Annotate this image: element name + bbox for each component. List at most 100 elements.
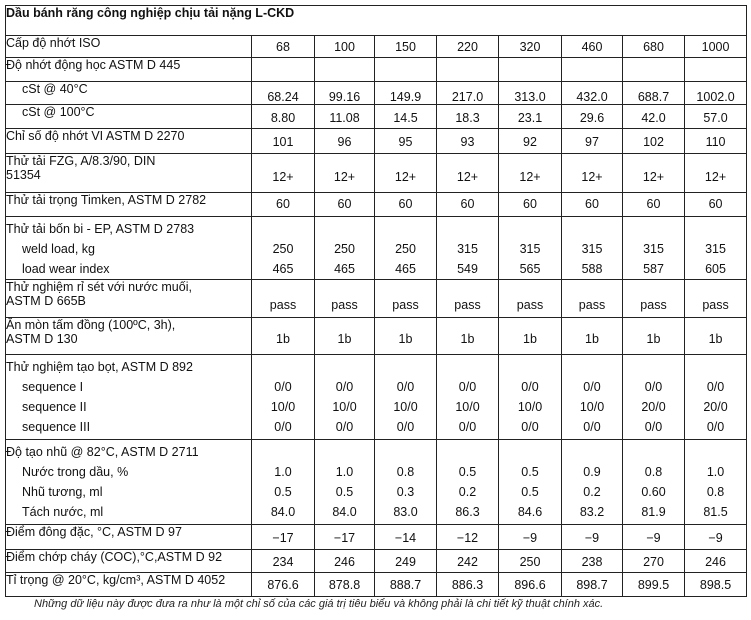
fourball-row-cell: 250	[395, 242, 416, 256]
fourball-row-label: Thử tải bốn bi - EP, ASTM D 2783 weld loa…	[5, 216, 252, 280]
emulsion-row-value: 0.9 0.2 83.2	[561, 439, 623, 525]
foam-row-spacer	[499, 357, 561, 377]
foam-row-cell: 0/0	[644, 380, 663, 394]
foam-row-value: 0/0 10/0 0/0	[498, 354, 562, 440]
foam-row-cell: 0/0	[458, 420, 477, 434]
fourball-row-cell: 315	[643, 242, 664, 256]
emulsion-row-value: 0.5 0.5 84.6	[498, 439, 562, 525]
copper-row-value: 1b	[436, 317, 499, 355]
emulsion-row-spacer	[685, 442, 746, 462]
emulsion-row-value: 0.8 0.3 83.0	[374, 439, 437, 525]
emulsion-row-cell: 0.60	[641, 485, 666, 499]
foam-row-value: 0/0 10/0 0/0	[374, 354, 437, 440]
foam-row-cell: 0/0	[396, 380, 415, 394]
rust-row-value: pass	[498, 279, 562, 318]
cst100-row-value: 29.6	[561, 104, 623, 129]
rust-row-value: pass	[374, 279, 437, 318]
cst40-row-label-line: cSt @ 40°C	[22, 82, 88, 96]
emulsion-row-cell: 86.3	[455, 505, 480, 519]
fourball-row-cell: 315	[581, 242, 603, 256]
fourball-row-sub-label: load wear index	[22, 262, 110, 276]
emulsion-row-cell: 1.0	[706, 465, 725, 479]
emulsion-row-cell: 0.2	[458, 485, 477, 499]
cst100-row-value: 8.80	[251, 104, 315, 129]
timken-row-value: 60	[498, 192, 562, 217]
fourball-row-cell: 465	[395, 262, 416, 276]
foam-row-heading: Thử nghiệm tạo bọt, ASTM D 892	[6, 360, 193, 374]
copper-row-label: Ăn mòn tấm đồng (100ºC, 3h), ASTM D 130	[5, 317, 252, 355]
emulsion-row-value: 1.0 0.5 84.0	[314, 439, 375, 525]
foam-row-spacer	[562, 357, 622, 377]
emulsion-row-sub-label: Nước trong dầu, %	[22, 465, 129, 479]
flash-row-label-line: Điểm chớp cháy (COC),°C,ASTM D 92	[6, 550, 223, 564]
pour-row-value: −9	[622, 524, 685, 550]
fzg-row-value: 12+	[498, 153, 562, 193]
foam-row-cell: 20/0	[703, 400, 728, 414]
cst40-row-value: 68.24	[251, 81, 315, 105]
pour-row-value: −17	[314, 524, 375, 550]
cst40-row-value: 149.9	[374, 81, 437, 105]
rust-row-value: pass	[561, 279, 623, 318]
fzg-row-value: 12+	[251, 153, 315, 193]
fourball-row-value: 250 465	[251, 216, 315, 280]
emulsion-row-sub-label: Tách nước, ml	[22, 505, 104, 519]
emulsion-row-spacer	[315, 442, 374, 462]
emulsion-row-spacer	[437, 442, 498, 462]
foam-row-spacer	[252, 357, 314, 377]
emulsion-row-label: Độ tạo nhũ @ 82°C, ASTM D 2711 Nước trong…	[5, 439, 252, 525]
flash-row-value: 238	[561, 549, 623, 573]
foam-row-value: 0/0 20/0 0/0	[683, 354, 748, 440]
cst100-row-value: 11.08	[314, 104, 375, 129]
rust-row-value: pass	[314, 279, 375, 318]
copper-row-value: 1b	[374, 317, 437, 355]
foam-row-spacer	[375, 357, 436, 377]
fourball-row-spacer	[437, 219, 498, 239]
foam-row-cell: 0/0	[706, 420, 725, 434]
fourball-row-spacer	[252, 219, 314, 239]
cst40-row-value: 432.0	[561, 81, 623, 105]
emulsion-row-cell: 0.5	[521, 465, 539, 479]
copper-row-label-line: Ăn mòn tấm đồng (100ºC, 3h),	[6, 318, 176, 332]
footnote: Những dữ liệu này được đưa ra như là một…	[34, 598, 604, 610]
rust-row-value: pass	[436, 279, 499, 318]
kv-empty	[436, 57, 499, 82]
cst40-row-label: cSt @ 40°C	[5, 81, 252, 105]
fzg-row-label: Thử tải FZG, A/8.3/90, DIN 51354	[5, 153, 252, 193]
fourball-row-spacer	[685, 219, 746, 239]
pour-row-value: −9	[683, 524, 748, 550]
grade-value: 320	[498, 35, 562, 58]
timken-row-value: 60	[683, 192, 748, 217]
emulsion-row-cell: 81.5	[703, 505, 728, 519]
foam-row-cell: 10/0	[517, 400, 543, 414]
kv-empty	[314, 57, 375, 82]
emulsion-row-spacer	[623, 442, 684, 462]
flash-row: Điểm chớp cháy (COC),°C,ASTM D 92 234 246 2…	[5, 549, 748, 573]
copper-row-value: 1b	[683, 317, 748, 355]
emulsion-row: Độ tạo nhũ @ 82°C, ASTM D 2711 Nước trong…	[5, 439, 748, 525]
kv-empty	[251, 57, 315, 82]
kv-empty	[683, 57, 748, 82]
title-cell: Dầu bánh răng công nghiệp chịu tải nặng …	[4, 5, 748, 36]
vi-row-value: 102	[622, 128, 685, 154]
foam-row-sub-label: sequence I	[22, 380, 84, 394]
fourball-row-value: 250 465	[314, 216, 375, 280]
foam-row-cell: 0/0	[396, 420, 415, 434]
fourball-row-spacer	[623, 219, 684, 239]
pour-row-value: −17	[251, 524, 315, 550]
emulsion-row-cell: 0.8	[644, 465, 663, 479]
foam-row-cell: 0/0	[458, 380, 477, 394]
cst40-row: cSt @ 40°C 68.24 99.16 149.9 217.0 313.0 432.0…	[5, 81, 748, 105]
timken-row-value: 60	[436, 192, 499, 217]
vi-row-value: 92	[498, 128, 562, 154]
fourball-row-cell: 315	[519, 242, 541, 256]
emulsion-row-cell: 83.2	[579, 505, 605, 519]
rust-row-label-line: ASTM D 665B	[6, 294, 86, 308]
kv-label: Độ nhớt động học ASTM D 445	[5, 57, 252, 82]
foam-row-cell: 0/0	[583, 380, 601, 394]
kv-row: Độ nhớt động học ASTM D 445	[5, 57, 748, 82]
fourball-row-value: 250 465	[374, 216, 437, 280]
rust-row-value: pass	[622, 279, 685, 318]
copper-row-value: 1b	[622, 317, 685, 355]
timken-row-label: Thử tải trọng Timken, ASTM D 2782	[5, 192, 252, 217]
flash-row-value: 246	[314, 549, 375, 573]
